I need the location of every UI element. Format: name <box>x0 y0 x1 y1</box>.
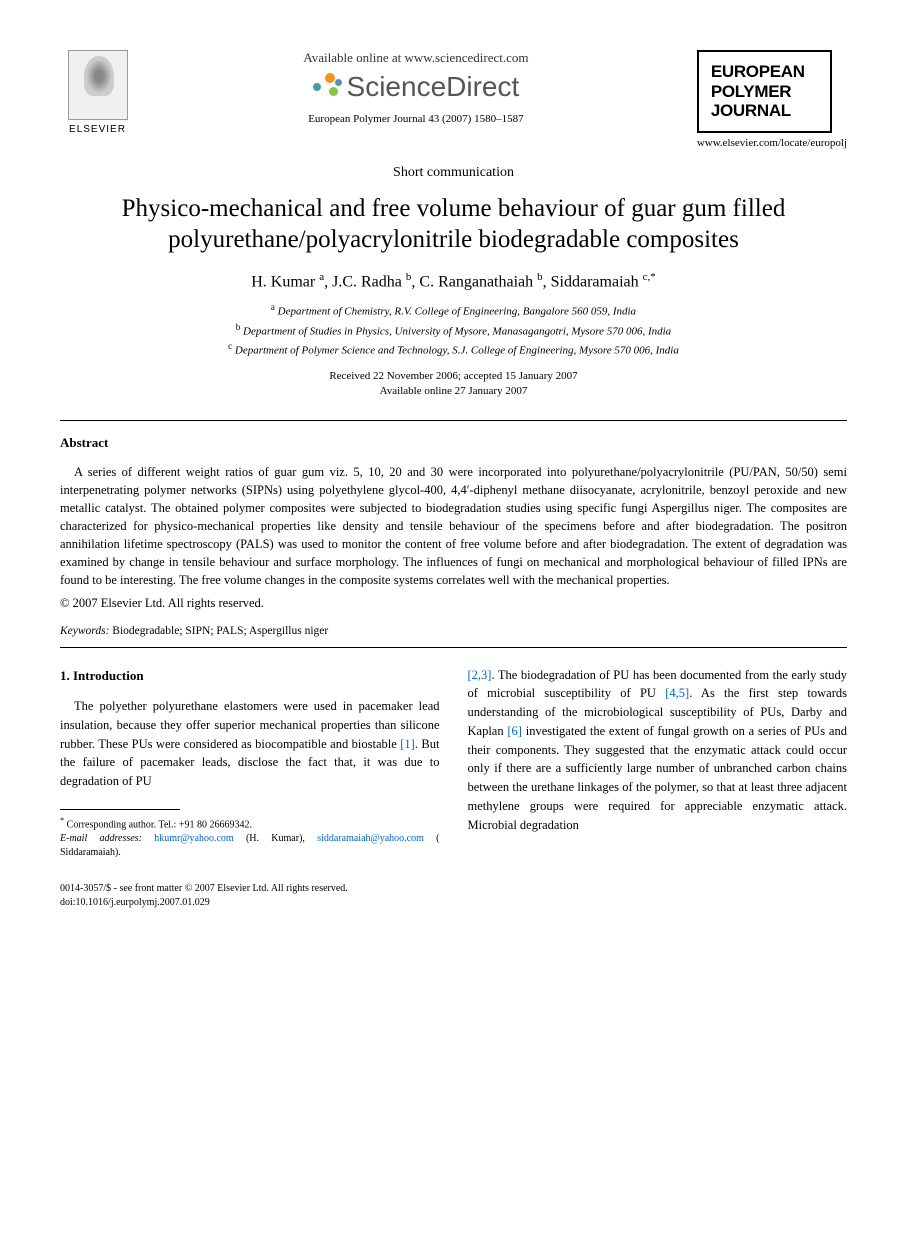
ref-link-45[interactable]: [4,5] <box>665 686 689 700</box>
corr-author-line: * Corresponding author. Tel.: +91 80 266… <box>60 815 440 832</box>
email-link-1[interactable]: hkumr@yahoo.com <box>154 833 233 844</box>
intro-paragraph-2: [2,3]. The biodegradation of PU has been… <box>468 666 848 835</box>
keywords-label: Keywords: <box>60 625 109 637</box>
email-line: E-mail addresses: hkumr@yahoo.com (H. Ku… <box>60 832 440 860</box>
keywords-text: Biodegradable; SIPN; PALS; Aspergillus n… <box>109 625 328 637</box>
affiliations: a Department of Chemistry, R.V. College … <box>60 301 847 358</box>
copyright-line: © 2007 Elsevier Ltd. All rights reserved… <box>60 596 847 611</box>
sd-dot-3 <box>329 87 338 96</box>
email-link-2[interactable]: siddaramaiah@yahoo.com <box>317 833 424 844</box>
journal-name-l3: JOURNAL <box>711 101 818 121</box>
doi-line: doi:10.1016/j.eurpolymj.2007.01.029 <box>60 896 847 910</box>
intro-heading: 1. Introduction <box>60 666 440 686</box>
affiliation-c: c Department of Polymer Science and Tech… <box>60 340 847 359</box>
dates-available-online: Available online 27 January 2007 <box>60 384 847 399</box>
ref-link-1[interactable]: [1] <box>400 737 415 751</box>
keywords-line: Keywords: Biodegradable; SIPN; PALS; Asp… <box>60 625 847 637</box>
corr-author-text: Corresponding author. Tel.: +91 80 26669… <box>67 819 252 830</box>
issn-line: 0014-3057/$ - see front matter © 2007 El… <box>60 882 847 896</box>
email-label: E-mail addresses: <box>60 833 142 844</box>
column-left: 1. Introduction The polyether polyuretha… <box>60 666 440 861</box>
sciencedirect-logo: ScienceDirect <box>155 71 677 103</box>
elsevier-tree-icon <box>68 50 128 120</box>
corresponding-author-footnote: * Corresponding author. Tel.: +91 80 266… <box>60 815 440 860</box>
elsevier-logo: ELSEVIER <box>60 50 135 135</box>
abstract-heading: Abstract <box>60 435 847 451</box>
center-header: Available online at www.sciencedirect.co… <box>135 50 697 125</box>
affiliation-a-text: Department of Chemistry, R.V. College of… <box>278 306 636 318</box>
journal-reference: European Polymer Journal 43 (2007) 1580–… <box>155 113 677 125</box>
affiliation-a: a Department of Chemistry, R.V. College … <box>60 301 847 320</box>
article-dates: Received 22 November 2006; accepted 15 J… <box>60 369 847 400</box>
journal-name-l1: EUROPEAN <box>711 62 818 82</box>
affiliation-c-text: Department of Polymer Science and Techno… <box>235 344 679 356</box>
sd-dot-1 <box>325 73 335 83</box>
email-who-1: (H. Kumar), <box>234 833 318 844</box>
affiliation-b: b Department of Studies in Physics, Univ… <box>60 321 847 340</box>
header-row: ELSEVIER Available online at www.science… <box>60 50 847 149</box>
journal-url: www.elsevier.com/locate/europolj <box>697 137 847 149</box>
divider-bottom <box>60 647 847 648</box>
divider-top <box>60 420 847 421</box>
article-type: Short communication <box>60 165 847 181</box>
journal-name-l2: POLYMER <box>711 82 818 102</box>
elsevier-label: ELSEVIER <box>69 124 126 135</box>
ref-link-23[interactable]: [2,3] <box>468 668 492 682</box>
journal-box-wrap: EUROPEAN POLYMER JOURNAL www.elsevier.co… <box>697 50 847 149</box>
available-online-text: Available online at www.sciencedirect.co… <box>155 50 677 66</box>
intro-p1-a: The polyether polyurethane elastomers we… <box>60 699 440 751</box>
sciencedirect-text: ScienceDirect <box>347 71 520 103</box>
authors-list: H. Kumar a, J.C. Radha b, C. Ranganathai… <box>60 271 847 291</box>
article-title: Physico-mechanical and free volume behav… <box>60 193 847 256</box>
footnote-separator <box>60 809 180 810</box>
sciencedirect-icon <box>313 73 341 101</box>
dates-received-accepted: Received 22 November 2006; accepted 15 J… <box>60 369 847 384</box>
column-right: [2,3]. The biodegradation of PU has been… <box>468 666 848 861</box>
ref-link-6[interactable]: [6] <box>507 724 522 738</box>
affiliation-b-text: Department of Studies in Physics, Univer… <box>243 325 671 337</box>
sd-dot-2 <box>313 83 321 91</box>
intro-p2-c: investigated the extent of fungal growth… <box>468 724 848 832</box>
journal-title-box: EUROPEAN POLYMER JOURNAL <box>697 50 832 133</box>
page-footer: 0014-3057/$ - see front matter © 2007 El… <box>60 882 847 909</box>
sd-dot-4 <box>335 79 342 86</box>
abstract-body: A series of different weight ratios of g… <box>60 463 847 590</box>
body-columns: 1. Introduction The polyether polyuretha… <box>60 666 847 861</box>
intro-paragraph-1: The polyether polyurethane elastomers we… <box>60 697 440 791</box>
